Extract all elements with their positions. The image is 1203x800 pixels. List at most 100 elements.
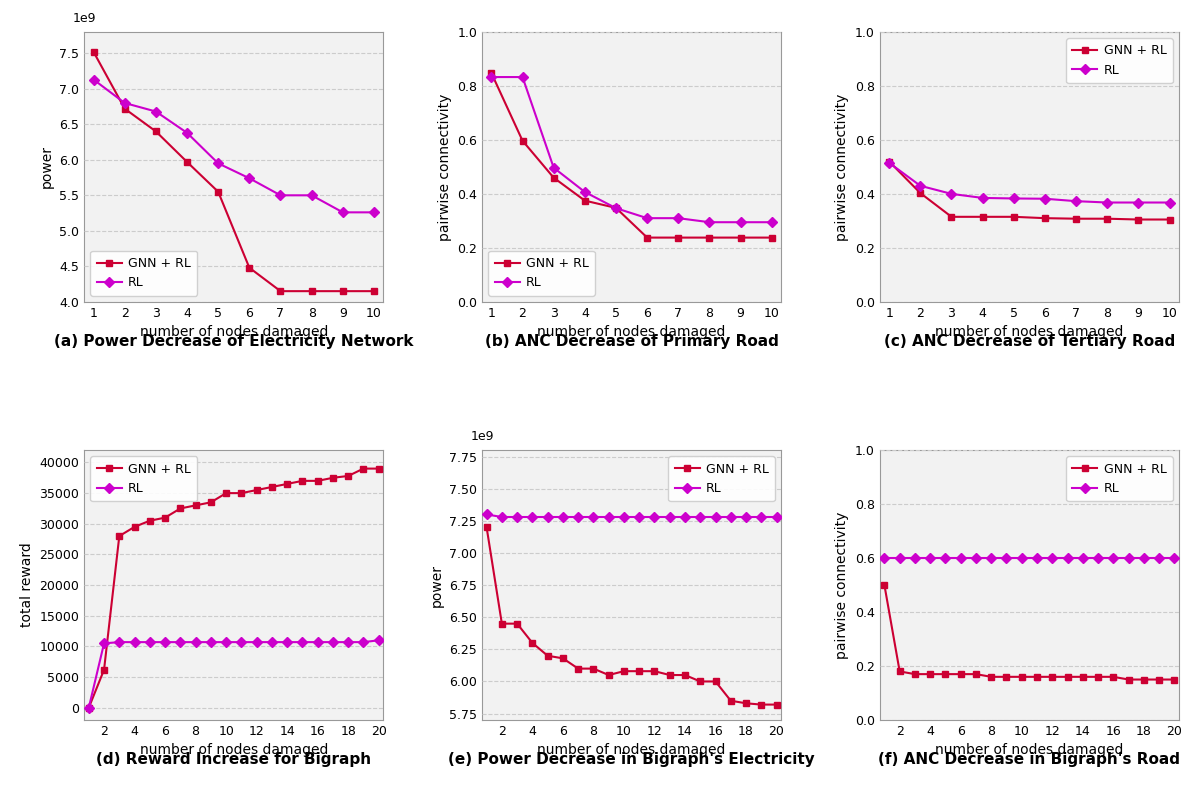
Legend: GNN + RL, RL: GNN + RL, RL: [488, 251, 595, 295]
GNN + RL: [944, 212, 959, 222]
Text: (d) Reward Increase for Bigraph: (d) Reward Increase for Bigraph: [96, 752, 372, 767]
GNN + RL: [571, 664, 586, 674]
GNN + RL: [671, 233, 686, 242]
GNN + RL: [265, 482, 279, 492]
Line: GNN + RL: GNN + RL: [90, 49, 378, 294]
GNN + RL: [938, 670, 953, 679]
Legend: GNN + RL, RL: GNN + RL, RL: [1066, 457, 1173, 501]
RL: [1038, 194, 1053, 203]
Line: GNN + RL: GNN + RL: [484, 524, 780, 708]
GNN + RL: [280, 479, 295, 489]
GNN + RL: [304, 286, 319, 296]
RL: [242, 174, 256, 183]
GNN + RL: [128, 522, 142, 532]
RL: [494, 512, 509, 522]
RL: [586, 512, 600, 522]
Text: (b) ANC Decrease of Primary Road: (b) ANC Decrease of Primary Road: [485, 334, 778, 349]
RL: [703, 218, 717, 227]
Y-axis label: total reward: total reward: [20, 542, 34, 627]
GNN + RL: [510, 619, 525, 629]
RL: [954, 554, 968, 563]
RL: [1131, 198, 1145, 207]
RL: [179, 128, 194, 138]
RL: [1121, 554, 1136, 563]
RL: [304, 190, 319, 200]
RL: [515, 72, 529, 82]
RL: [1060, 554, 1074, 563]
GNN + RL: [709, 677, 723, 686]
GNN + RL: [1100, 214, 1114, 223]
GNN + RL: [640, 233, 654, 242]
Legend: GNN + RL, RL: GNN + RL, RL: [90, 251, 197, 295]
Y-axis label: power: power: [429, 563, 444, 606]
RL: [913, 181, 928, 190]
Line: GNN + RL: GNN + RL: [488, 70, 775, 241]
RL: [1075, 554, 1090, 563]
GNN + RL: [663, 670, 677, 680]
GNN + RL: [739, 698, 753, 708]
RL: [265, 638, 279, 647]
RL: [189, 638, 203, 647]
GNN + RL: [118, 104, 132, 114]
RL: [709, 512, 723, 522]
GNN + RL: [273, 286, 288, 296]
GNN + RL: [515, 136, 529, 146]
GNN + RL: [526, 638, 540, 648]
GNN + RL: [976, 212, 990, 222]
GNN + RL: [1030, 672, 1044, 682]
GNN + RL: [87, 47, 101, 57]
GNN + RL: [1075, 672, 1090, 682]
RL: [372, 635, 386, 645]
RL: [219, 638, 233, 647]
Legend: GNN + RL, RL: GNN + RL, RL: [90, 457, 197, 501]
GNN + RL: [968, 670, 983, 679]
RL: [693, 512, 707, 522]
RL: [602, 512, 616, 522]
GNN + RL: [82, 703, 96, 713]
RL: [356, 638, 371, 647]
RL: [723, 512, 737, 522]
GNN + RL: [1152, 674, 1167, 684]
GNN + RL: [954, 670, 968, 679]
Y-axis label: pairwise connectivity: pairwise connectivity: [438, 94, 451, 241]
GNN + RL: [546, 173, 561, 182]
GNN + RL: [609, 203, 623, 213]
RL: [1152, 554, 1167, 563]
RL: [273, 190, 288, 200]
RL: [479, 510, 493, 519]
GNN + RL: [367, 286, 381, 296]
RL: [143, 638, 158, 647]
RL: [968, 554, 983, 563]
Text: 1e9: 1e9: [470, 430, 494, 443]
Line: RL: RL: [85, 637, 383, 711]
RL: [770, 512, 784, 522]
Line: RL: RL: [885, 159, 1173, 206]
RL: [677, 512, 692, 522]
GNN + RL: [173, 504, 188, 514]
GNN + RL: [703, 233, 717, 242]
RL: [158, 638, 172, 647]
RL: [173, 638, 188, 647]
Line: RL: RL: [881, 554, 1178, 562]
GNN + RL: [1121, 674, 1136, 684]
RL: [367, 207, 381, 217]
RL: [647, 512, 662, 522]
GNN + RL: [1137, 674, 1151, 684]
RL: [671, 214, 686, 223]
RL: [923, 554, 937, 563]
RL: [944, 189, 959, 198]
RL: [211, 158, 225, 168]
Text: (a) Power Decrease of Electricity Network: (a) Power Decrease of Electricity Networ…: [54, 334, 414, 349]
GNN + RL: [647, 666, 662, 676]
GNN + RL: [577, 196, 592, 206]
GNN + RL: [632, 666, 646, 676]
X-axis label: number of nodes damaged: number of nodes damaged: [538, 326, 725, 339]
RL: [546, 163, 561, 173]
GNN + RL: [1167, 674, 1181, 684]
RL: [1162, 198, 1177, 207]
GNN + RL: [336, 286, 350, 296]
GNN + RL: [734, 233, 748, 242]
GNN + RL: [765, 233, 780, 242]
RL: [249, 638, 263, 647]
RL: [280, 638, 295, 647]
